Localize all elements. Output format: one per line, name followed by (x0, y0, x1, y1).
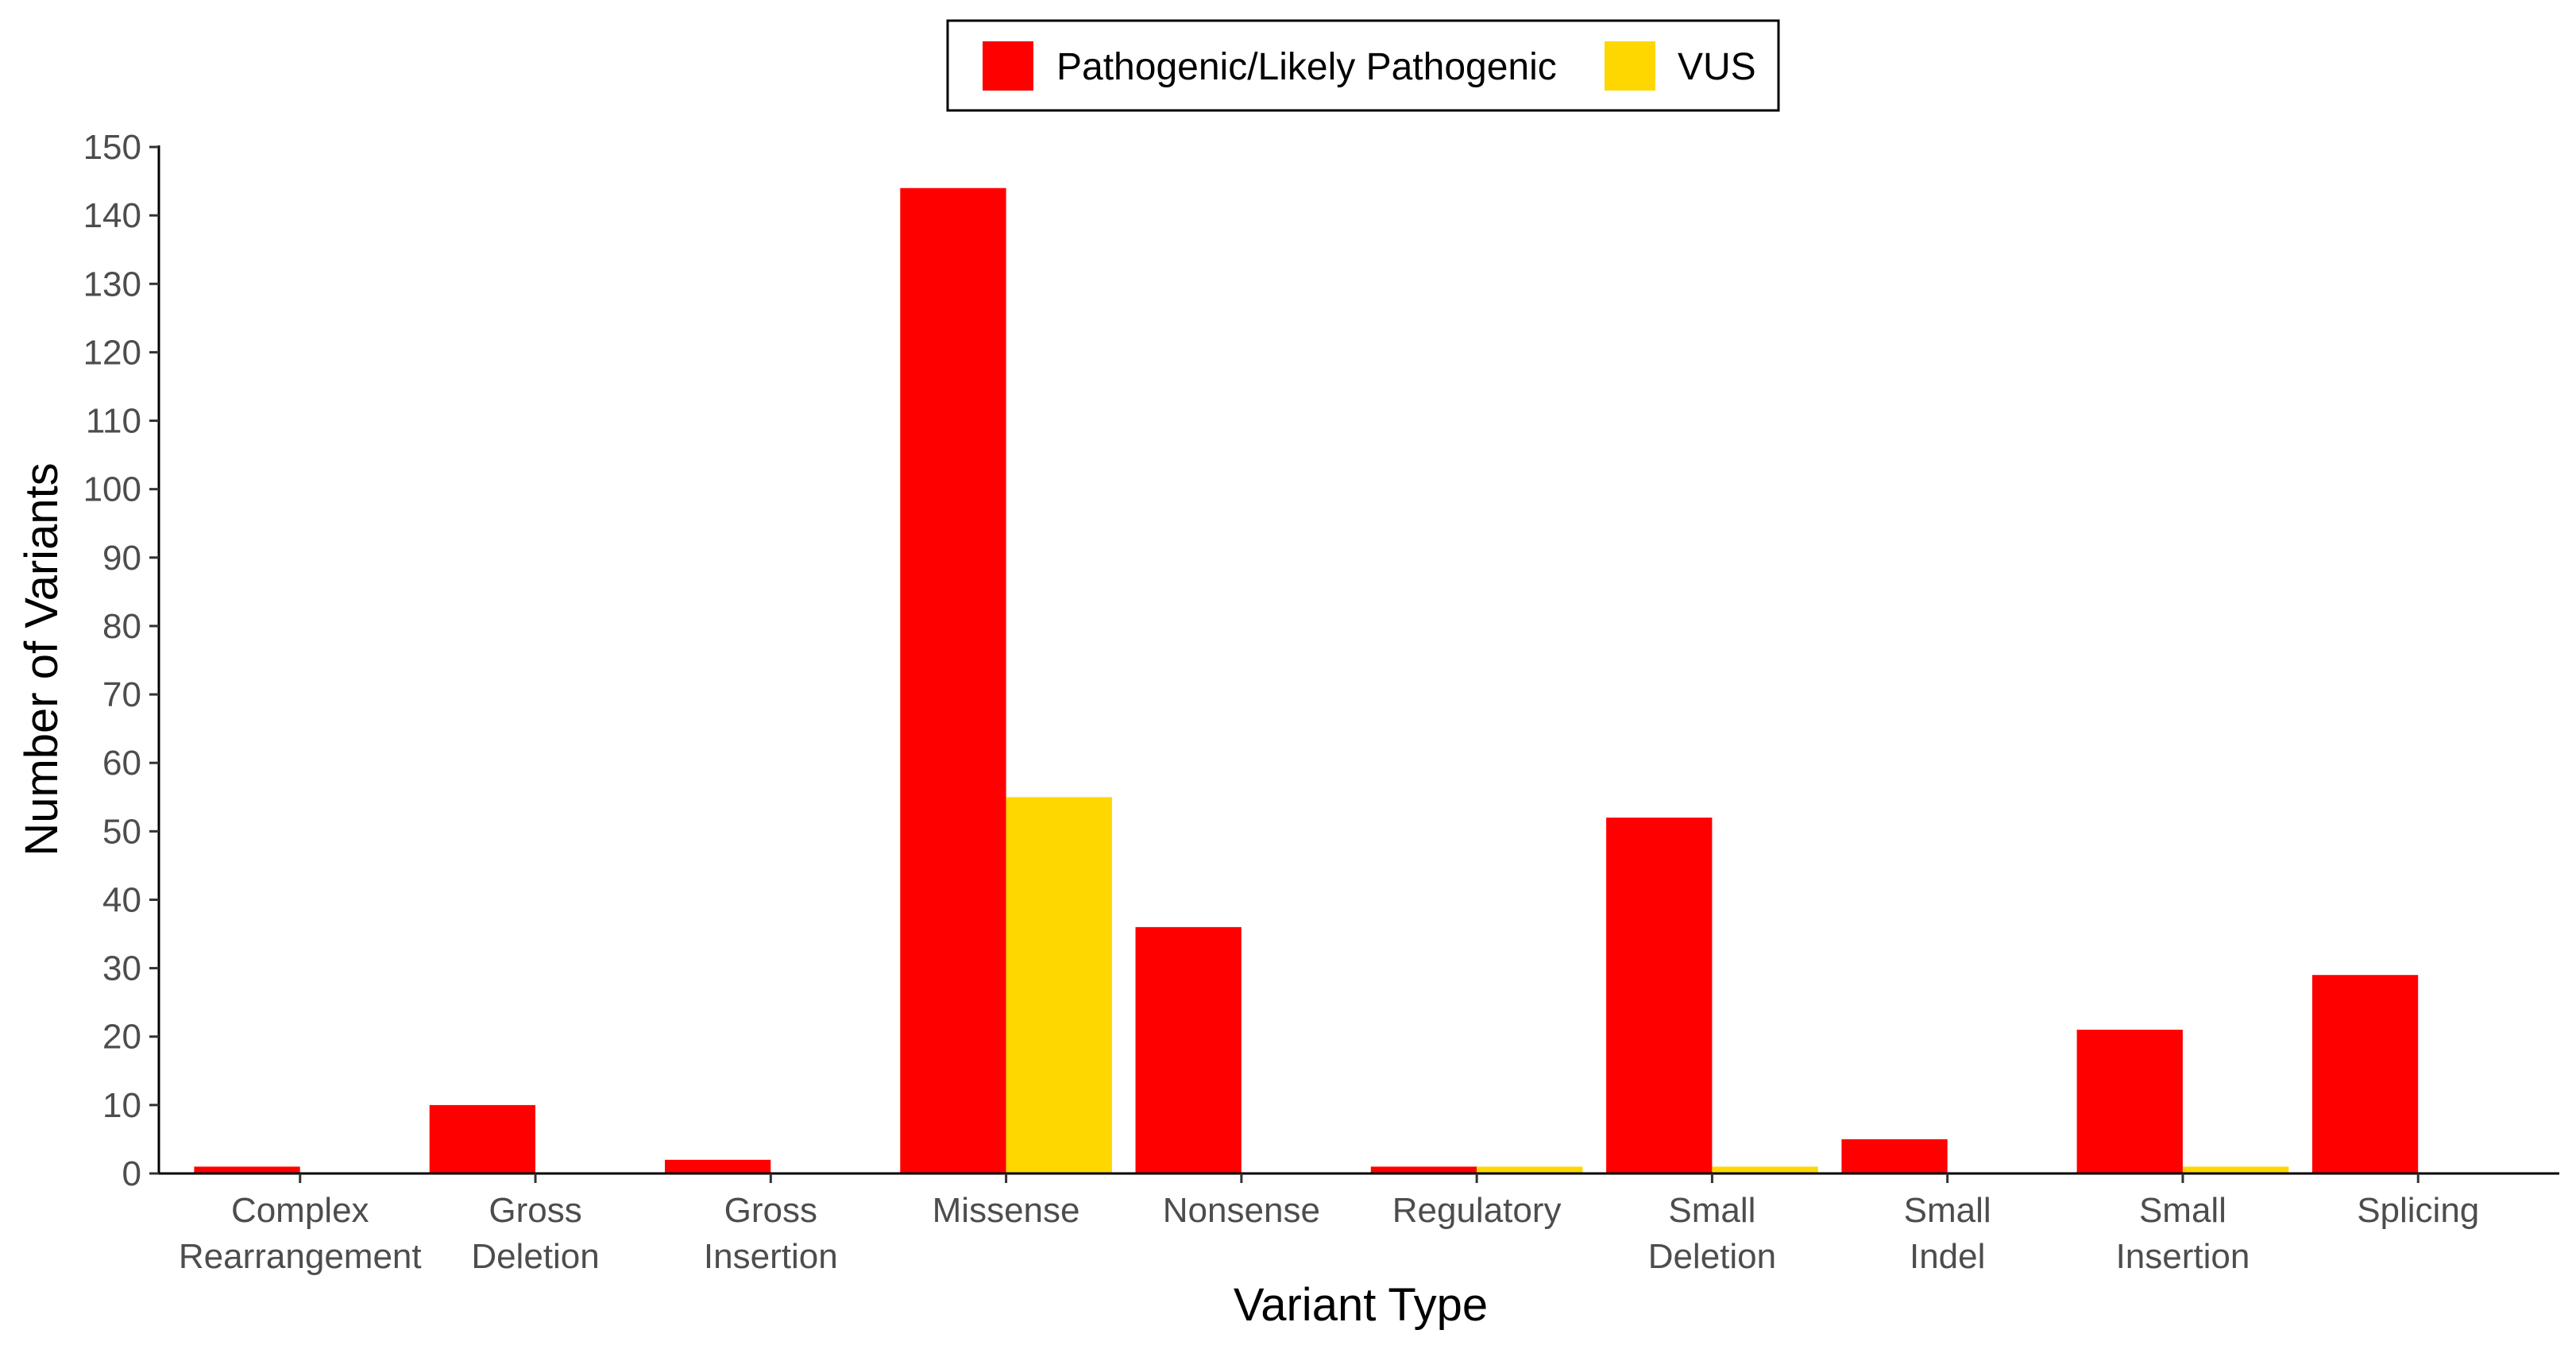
y-tick-label-30: 30 (102, 949, 141, 988)
bar-pathogenic-6 (1606, 818, 1713, 1173)
bar-vus-6 (1712, 1166, 1818, 1173)
x-tick-label-5: Regulatory (1392, 1191, 1562, 1230)
y-tick-label-60: 60 (102, 744, 141, 783)
y-tick-label-120: 120 (83, 333, 141, 372)
bar-pathogenic-7 (1841, 1139, 1948, 1173)
y-axis-title: Number of Variants (16, 462, 68, 856)
y-tick-label-10: 10 (102, 1086, 141, 1125)
legend-label-pathogenic: Pathogenic/Likely Pathogenic (1056, 46, 1557, 88)
x-tick-label-0: Complex Rearrangement (179, 1191, 422, 1276)
y-tick-label-100: 100 (83, 470, 141, 509)
x-tick-label-7: Small Indel (1904, 1191, 1991, 1276)
legend: Pathogenic/Likely Pathogenic VUS (946, 19, 1780, 112)
bar-pathogenic-1 (429, 1104, 535, 1173)
labels-layer: 0 10 20 30 40 50 60 70 80 90 100 110 120 130 140 150 Com… (83, 128, 2480, 1276)
bar-pathogenic-9 (2311, 975, 2419, 1173)
y-tick-label-90: 90 (102, 539, 141, 578)
bar-vus-8 (2183, 1166, 2289, 1173)
y-tick-label-50: 50 (102, 812, 141, 851)
x-tick-label-6: Small Deletion (1648, 1191, 1776, 1276)
y-tick-label-70: 70 (102, 675, 141, 714)
bar-vus-5 (1477, 1166, 1583, 1173)
x-tick-label-2: Gross Insertion (704, 1191, 838, 1276)
x-tick-label-9: Splicing (2357, 1191, 2479, 1230)
y-tick-label-20: 20 (102, 1018, 141, 1057)
y-tick-label-140: 140 (83, 196, 141, 235)
y-tick-label-80: 80 (102, 607, 141, 646)
y-tick-label-110: 110 (86, 402, 141, 441)
bar-vus-3 (1006, 797, 1112, 1173)
legend-key-vus (1605, 41, 1655, 91)
bar-pathogenic-4 (1135, 926, 1242, 1173)
legend-label-vus: VUS (1678, 46, 1756, 88)
bar-pathogenic-8 (2076, 1030, 2183, 1173)
y-tick-label-150: 150 (83, 128, 141, 167)
y-tick-label-130: 130 (83, 265, 141, 303)
bar-pathogenic-5 (1370, 1166, 1477, 1173)
bar-pathogenic-2 (665, 1159, 771, 1173)
bar-pathogenic-3 (900, 188, 1006, 1174)
bars-layer (194, 188, 2419, 1174)
x-tick-label-1: Gross Deletion (471, 1191, 599, 1276)
x-tick-label-8: Small Insertion (2116, 1191, 2250, 1276)
legend-key-pathogenic (983, 41, 1033, 91)
x-tick-label-4: Nonsense (1163, 1191, 1320, 1230)
y-tick-label-0: 0 (122, 1154, 141, 1193)
y-tick-label-40: 40 (102, 880, 141, 919)
x-axis-title: Variant Type (1234, 1279, 1488, 1331)
axes-layer (149, 145, 2559, 1183)
x-tick-label-3: Missense (933, 1191, 1080, 1230)
bar-pathogenic-0 (194, 1166, 300, 1173)
